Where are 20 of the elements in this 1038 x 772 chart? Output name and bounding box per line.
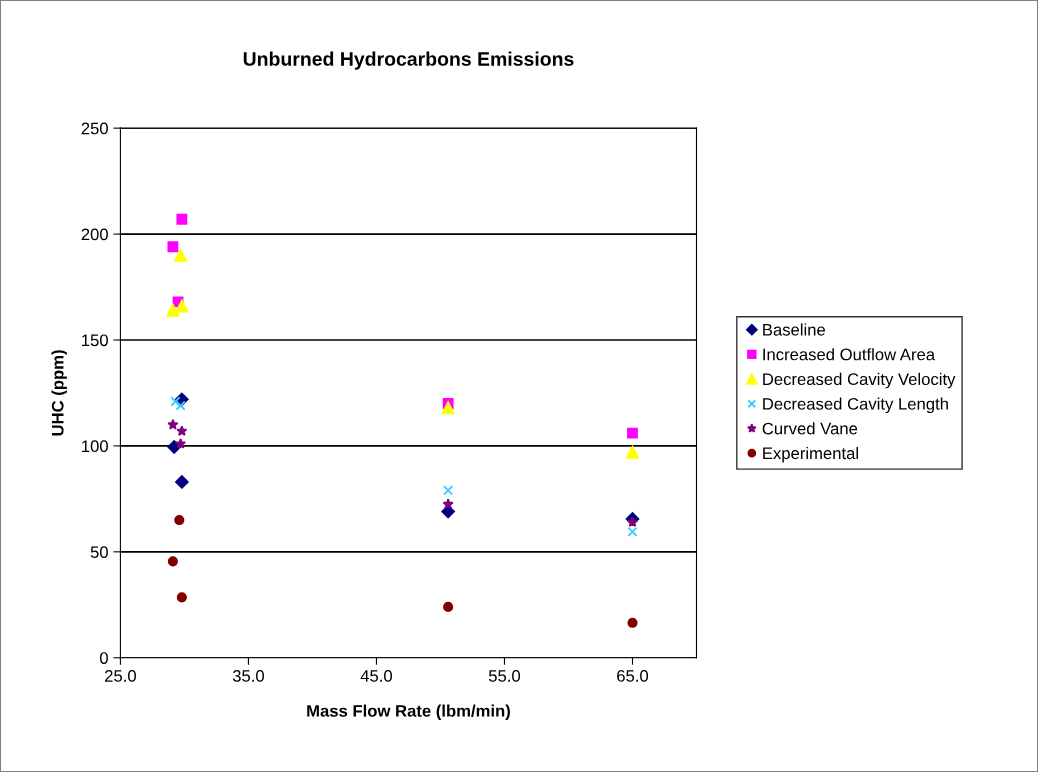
x-tick-label: 55.0: [488, 669, 521, 682]
y-axis-title: UHC (ppm): [51, 350, 67, 436]
x-axis-title: Mass Flow Rate (lbm/min): [307, 704, 510, 721]
legend-label: Curved Vane: [762, 422, 858, 435]
y-tick-label: 250: [81, 122, 108, 135]
y-tick-label: 0: [99, 652, 108, 664]
legend-label: Decreased Cavity Length: [763, 397, 948, 414]
legend-label: Experimental: [763, 446, 858, 463]
x-tick-label: 45.0: [360, 669, 393, 682]
legend-label: Increased Outflow Area: [763, 348, 936, 361]
y-tick-label: 150: [82, 334, 108, 347]
y-tick-label: 200: [81, 228, 108, 241]
x-tick-label: 35.0: [232, 669, 264, 682]
y-tick-label: 50: [90, 546, 108, 559]
x-tick-label: 25.0: [105, 669, 136, 682]
y-tick-label: 100: [82, 440, 108, 453]
legend-label: Decreased Cavity Velocity: [763, 372, 956, 389]
x-tick-label: 65.0: [617, 669, 649, 682]
legend-label: Baseline: [763, 323, 826, 336]
chart-title: Unburned Hydrocarbons Emissions: [243, 51, 574, 70]
